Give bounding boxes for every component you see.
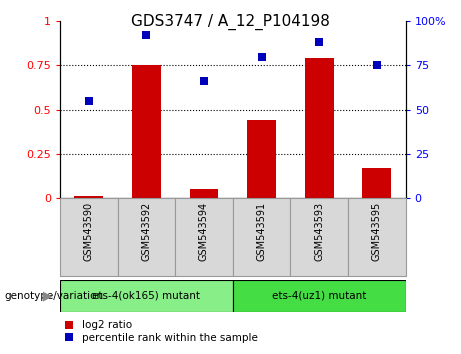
Point bbox=[258, 54, 266, 59]
Bar bbox=[60, 280, 233, 312]
Point bbox=[85, 98, 92, 104]
Bar bbox=[233, 198, 290, 276]
Bar bbox=[118, 198, 175, 276]
Legend: log2 ratio, percentile rank within the sample: log2 ratio, percentile rank within the s… bbox=[65, 320, 258, 343]
Text: GSM543590: GSM543590 bbox=[84, 202, 94, 261]
Text: ets-4(uz1) mutant: ets-4(uz1) mutant bbox=[272, 291, 366, 301]
Bar bbox=[132, 65, 161, 198]
Text: GSM543592: GSM543592 bbox=[142, 202, 151, 261]
Text: GSM543595: GSM543595 bbox=[372, 202, 382, 261]
Text: ▶: ▶ bbox=[43, 289, 53, 302]
Bar bbox=[247, 120, 276, 198]
Bar bbox=[74, 196, 103, 198]
Text: genotype/variation: genotype/variation bbox=[5, 291, 104, 301]
Bar bbox=[348, 198, 406, 276]
Text: GDS3747 / A_12_P104198: GDS3747 / A_12_P104198 bbox=[131, 14, 330, 30]
Point bbox=[142, 33, 150, 38]
Point bbox=[373, 63, 381, 68]
Text: GSM543594: GSM543594 bbox=[199, 202, 209, 261]
Bar bbox=[175, 198, 233, 276]
Bar bbox=[60, 198, 118, 276]
Bar bbox=[305, 58, 334, 198]
Bar bbox=[189, 189, 219, 198]
Bar bbox=[362, 168, 391, 198]
Text: GSM543593: GSM543593 bbox=[314, 202, 324, 261]
Bar bbox=[290, 198, 348, 276]
Text: ets-4(ok165) mutant: ets-4(ok165) mutant bbox=[92, 291, 201, 301]
Text: GSM543591: GSM543591 bbox=[257, 202, 266, 261]
Point bbox=[200, 79, 207, 84]
Point bbox=[315, 40, 323, 45]
Bar bbox=[233, 280, 406, 312]
